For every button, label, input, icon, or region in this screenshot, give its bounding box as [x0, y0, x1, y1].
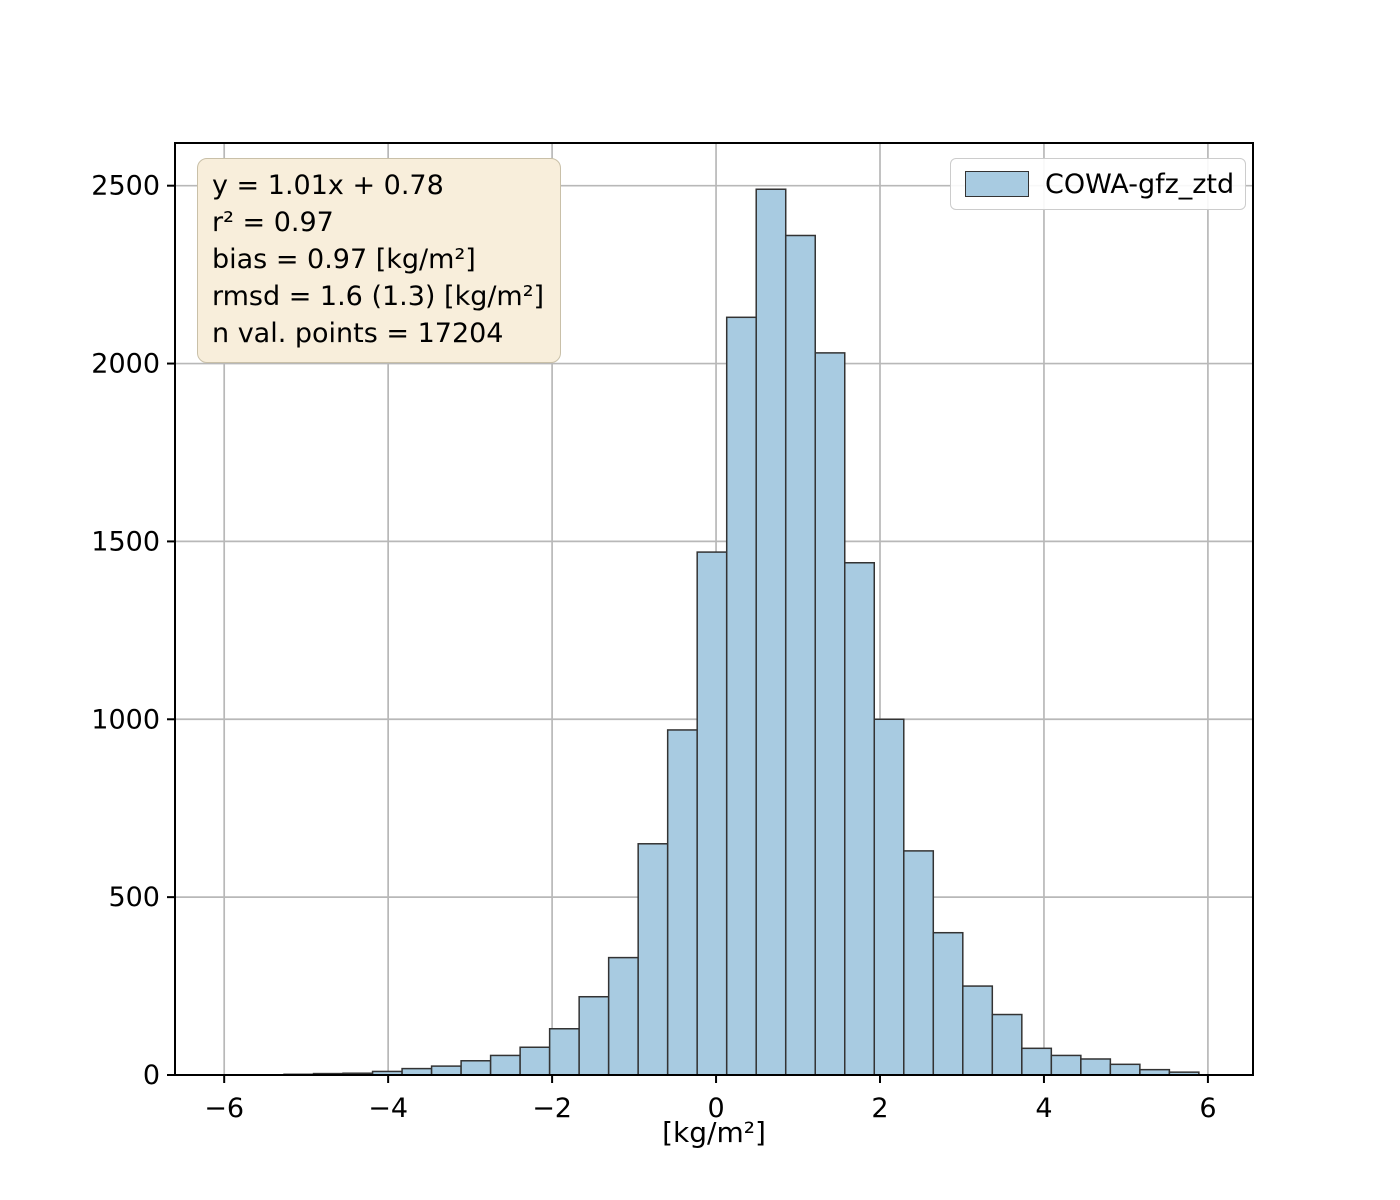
histogram-bar [962, 985, 994, 1076]
x-axis-label: [kg/m²] [662, 1116, 766, 1149]
y-tick-label: 2000 [91, 349, 160, 380]
histogram-bar [873, 718, 905, 1076]
stat-line-r2: r² = 0.97 [212, 207, 334, 238]
histogram-bar [844, 562, 876, 1076]
legend-label: COWA-gfz_ztd [1045, 168, 1235, 200]
x-tick-label: 2 [871, 1093, 888, 1124]
stat-line-bias: bias = 0.97 [kg/m²] [212, 244, 476, 275]
stats-annotation-box: y = 1.01x + 0.78 r² = 0.97 bias = 0.97 [… [197, 158, 562, 363]
legend: COWA-gfz_ztd [950, 158, 1246, 210]
y-tick-label: 2500 [91, 171, 160, 202]
histogram-bar [784, 234, 816, 1076]
histogram-bar [519, 1046, 551, 1076]
histogram-bar [430, 1065, 462, 1076]
histogram-bar [489, 1054, 521, 1076]
histogram-bar [460, 1060, 492, 1076]
stat-line-npoints: n val. points = 17204 [212, 318, 504, 349]
histogram-bar [755, 188, 787, 1076]
histogram-bar [932, 931, 964, 1076]
stat-line-fit: y = 1.01x + 0.78 [212, 170, 444, 201]
y-tick-label: 1000 [91, 704, 160, 735]
stat-line-rmsd: rmsd = 1.6 (1.3) [kg/m²] [212, 281, 545, 312]
x-tick-label: 0 [707, 1093, 724, 1124]
histogram-bar [696, 551, 728, 1076]
x-tick-label: −4 [368, 1093, 408, 1124]
x-tick-label: 6 [1199, 1093, 1216, 1124]
histogram-bar [814, 352, 846, 1076]
histogram-bar [903, 850, 935, 1076]
histogram-bar [991, 1013, 1023, 1076]
histogram-bar [1109, 1063, 1141, 1076]
histogram-bar [637, 843, 669, 1076]
histogram-bar [1080, 1058, 1112, 1076]
x-tick-label: −2 [532, 1093, 572, 1124]
histogram-bar [666, 729, 698, 1076]
histogram-bar [1050, 1054, 1082, 1076]
histogram-bar [1021, 1047, 1053, 1076]
x-tick-label: −6 [204, 1093, 244, 1124]
histogram-bar [725, 316, 757, 1076]
y-tick-label: 0 [143, 1060, 160, 1091]
y-tick-label: 500 [108, 882, 160, 913]
histogram-bar [607, 956, 639, 1076]
legend-patch [965, 171, 1029, 197]
x-tick-label: 4 [1035, 1093, 1052, 1124]
histogram-bar [548, 1028, 580, 1076]
y-tick-label: 1500 [91, 526, 160, 557]
histogram-bar [578, 995, 610, 1076]
axes-spine [174, 142, 1254, 1076]
